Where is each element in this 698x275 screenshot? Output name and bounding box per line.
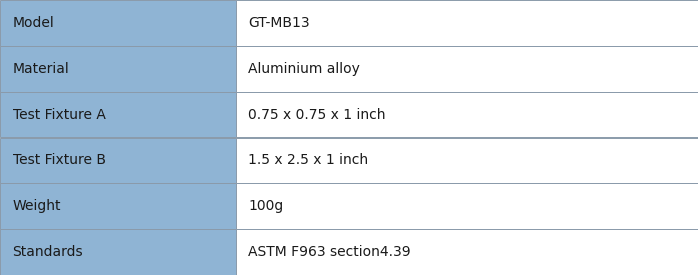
- Text: ASTM F963 section4.39: ASTM F963 section4.39: [248, 245, 411, 259]
- Text: 0.75 x 0.75 x 1 inch: 0.75 x 0.75 x 1 inch: [248, 108, 386, 122]
- Text: GT-MB13: GT-MB13: [248, 16, 310, 30]
- Text: 1.5 x 2.5 x 1 inch: 1.5 x 2.5 x 1 inch: [248, 153, 369, 167]
- Bar: [0, 0, 236, 46]
- Bar: [0, 138, 236, 183]
- Bar: [236, 0, 698, 46]
- Bar: [0, 46, 236, 92]
- Text: Test Fixture A: Test Fixture A: [13, 108, 105, 122]
- Bar: [0, 183, 236, 229]
- Text: Test Fixture B: Test Fixture B: [13, 153, 105, 167]
- Text: Weight: Weight: [13, 199, 61, 213]
- Bar: [0, 229, 236, 275]
- Text: Aluminium alloy: Aluminium alloy: [248, 62, 360, 76]
- Bar: [236, 46, 698, 92]
- Text: Standards: Standards: [13, 245, 83, 259]
- Bar: [236, 183, 698, 229]
- Bar: [236, 229, 698, 275]
- Text: Material: Material: [13, 62, 69, 76]
- Text: Model: Model: [13, 16, 54, 30]
- Bar: [236, 92, 698, 138]
- Bar: [0, 92, 236, 138]
- Bar: [236, 138, 698, 183]
- Text: 100g: 100g: [248, 199, 284, 213]
